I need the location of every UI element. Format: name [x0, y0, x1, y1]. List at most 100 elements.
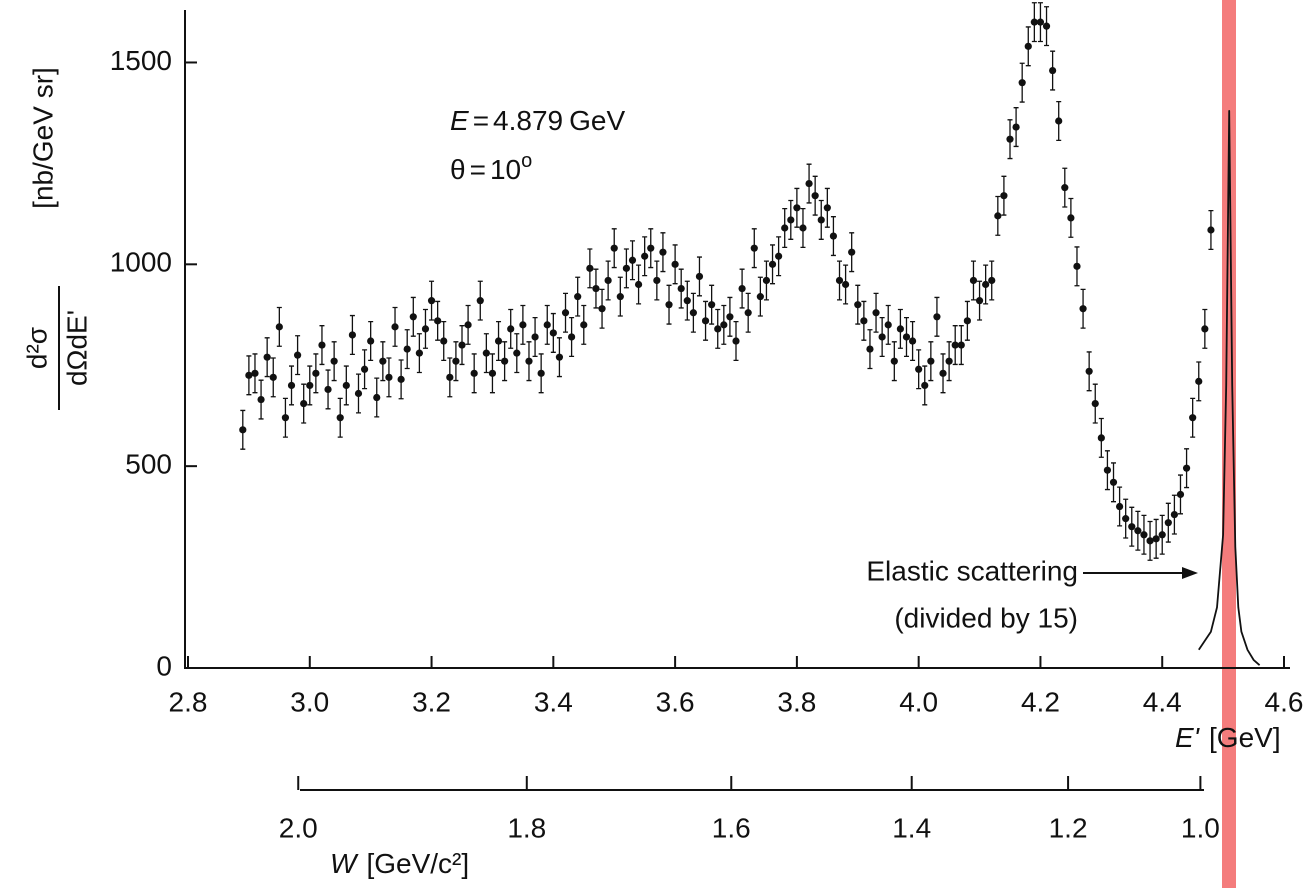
data-point	[969, 276, 978, 285]
data-point	[921, 381, 929, 390]
data-point	[257, 395, 265, 404]
data-point	[525, 357, 533, 365]
data-point	[799, 224, 807, 232]
data-point	[1195, 377, 1203, 385]
annotation-unit: o	[521, 150, 532, 172]
data-point	[482, 349, 490, 357]
data-point	[659, 248, 667, 256]
data-point	[1103, 466, 1112, 474]
data-point	[440, 337, 448, 345]
data-point	[641, 252, 649, 260]
y-label-unit: [nb/GeV sr]	[27, 67, 58, 209]
data-point	[1201, 325, 1209, 333]
data-point	[634, 280, 643, 289]
data-point	[537, 369, 545, 377]
data-point	[415, 349, 423, 357]
data-point	[744, 309, 752, 317]
data-point	[1128, 523, 1136, 531]
w-tick-label: 1.4	[892, 812, 931, 843]
data-point	[1109, 478, 1118, 486]
data-point	[957, 341, 965, 349]
data-point	[823, 204, 831, 212]
data-point	[367, 337, 375, 345]
data-point	[683, 297, 691, 305]
data-point	[501, 357, 509, 365]
data-point	[677, 284, 685, 293]
data-point	[1122, 515, 1130, 523]
data-point	[768, 260, 777, 268]
data-point	[890, 357, 898, 365]
data-point	[494, 337, 503, 345]
data-point	[574, 293, 582, 301]
data-point	[1006, 135, 1014, 143]
elastic-note: Elastic scattering	[866, 555, 1078, 586]
data-point	[312, 369, 320, 377]
data-point	[1164, 519, 1172, 527]
data-point	[622, 264, 631, 272]
data-point	[263, 353, 271, 361]
data-point	[835, 276, 844, 285]
x-tick-label: 3.8	[777, 686, 816, 717]
data-point	[1036, 18, 1045, 26]
data-point	[1049, 66, 1057, 75]
data-point	[1097, 434, 1105, 442]
w-tick-label: 1.6	[712, 812, 751, 843]
data-point	[982, 280, 990, 289]
data-point	[379, 357, 387, 365]
annotation-value: 10	[490, 154, 521, 185]
data-point	[1024, 42, 1032, 50]
w-tick-label: 1.8	[507, 812, 546, 843]
w-tick-label: 1.0	[1181, 812, 1220, 843]
data-point	[269, 373, 277, 381]
w-tick-label: 1.2	[1049, 812, 1088, 843]
x-tick-label: 4.6	[1265, 686, 1304, 717]
data-point	[1018, 79, 1026, 87]
data-point	[1073, 262, 1081, 270]
data-point	[568, 333, 576, 341]
data-point	[360, 365, 369, 373]
data-point	[300, 399, 308, 408]
data-point	[549, 329, 557, 337]
data-point	[762, 276, 771, 285]
x-tick-label: 4.4	[1143, 686, 1182, 717]
data-point	[287, 381, 296, 390]
data-point	[555, 353, 564, 361]
data-point	[604, 276, 612, 285]
data-point	[519, 321, 527, 329]
data-point	[391, 323, 399, 331]
data-point	[963, 317, 971, 325]
annotation: E = 4.879 GeV	[450, 105, 625, 136]
y-tick-label: 500	[125, 449, 172, 480]
plot-area	[184, 10, 1290, 791]
data-point	[738, 284, 746, 293]
data-point	[427, 297, 436, 305]
data-point	[348, 331, 356, 339]
data-point	[714, 325, 722, 333]
data-point	[1140, 531, 1148, 539]
data-point	[354, 389, 363, 398]
y-label-numerator: d²σ	[21, 327, 52, 369]
x-axis-symbol: E'	[1175, 722, 1201, 753]
data-point	[817, 216, 825, 224]
data-point	[373, 393, 381, 402]
data-point	[245, 371, 253, 379]
annotation-unit: GeV	[569, 105, 625, 136]
y-tick-label: 1500	[110, 45, 172, 76]
data-point	[476, 297, 484, 305]
data-point	[586, 264, 594, 272]
data-point	[281, 414, 290, 422]
data-point	[939, 369, 947, 377]
annotation-relation: =	[470, 154, 486, 185]
data-point	[275, 323, 283, 331]
data-point	[434, 317, 442, 325]
data-point	[1207, 226, 1215, 234]
data-point	[665, 301, 673, 309]
x-tick-label: 4.0	[899, 686, 938, 717]
data-point	[1079, 305, 1087, 313]
data-point	[294, 351, 302, 359]
elastic-curve	[1198, 110, 1261, 666]
data-point	[1176, 490, 1185, 499]
x-tick-label: 3.4	[534, 686, 573, 717]
data-point	[708, 301, 716, 309]
